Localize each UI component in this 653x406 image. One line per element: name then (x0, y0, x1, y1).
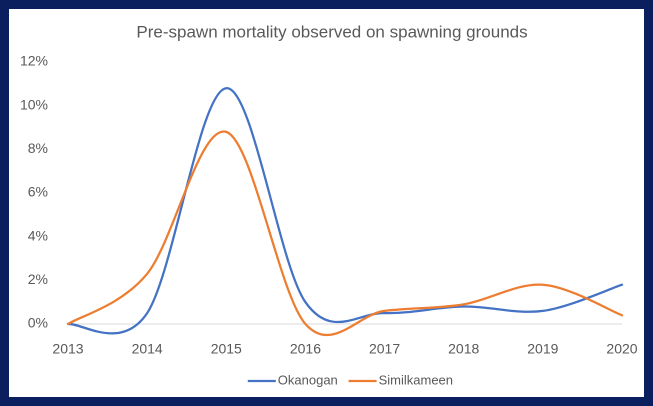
x-tick-label: 2018 (448, 341, 479, 357)
x-tick-label: 2019 (527, 341, 558, 357)
x-tick-label: 2017 (369, 341, 400, 357)
chart-area (9, 9, 644, 397)
y-tick-label: 6% (28, 184, 48, 200)
series-line (66, 87, 624, 335)
y-tick-label: 0% (28, 315, 48, 331)
x-tick-label: 2020 (606, 341, 637, 357)
legend-label: Okanogan (278, 372, 338, 387)
y-tick-label: 8% (28, 140, 48, 156)
chart-title: Pre-spawn mortality observed on spawning… (136, 22, 527, 41)
x-tick-label: 2016 (290, 341, 321, 357)
y-tick-label: 2% (28, 271, 48, 287)
series-line (66, 130, 624, 337)
y-tick-label: 4% (28, 227, 48, 243)
y-tick-label: 12% (20, 53, 48, 69)
x-tick-label: 2014 (132, 341, 163, 357)
x-tick-label: 2015 (211, 341, 242, 357)
x-tick-label: 2013 (52, 341, 83, 357)
y-tick-label: 10% (20, 96, 48, 112)
legend-label: Similkameen (379, 372, 453, 387)
